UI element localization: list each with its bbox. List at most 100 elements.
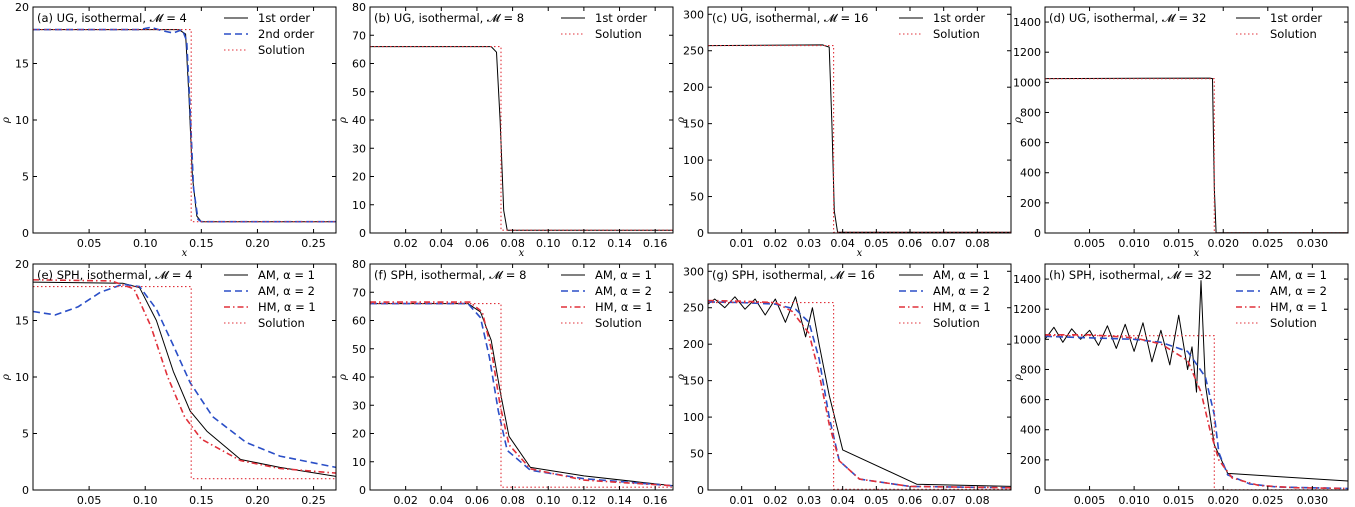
x-tick-label: 0.05 [864, 237, 889, 250]
x-axis-label: x [1194, 248, 1200, 259]
x-tick-label: 0.04 [830, 494, 855, 507]
y-tick-label: 30 [352, 142, 366, 155]
x-tick-label: 0.005 [1074, 494, 1106, 507]
x-tick-label: 0.06 [898, 237, 923, 250]
x-tick-label: 0.16 [643, 494, 668, 507]
y-tick-label: 150 [683, 118, 704, 131]
panel-title: (c) UG, isothermal, 𝓜 = 16 [712, 11, 868, 25]
legend-label-2: AM, α = 2 [1270, 284, 1327, 298]
x-tick-label: 0.25 [301, 237, 326, 250]
legend-label-4: Solution [933, 316, 980, 330]
x-tick-label: 0.05 [77, 494, 102, 507]
y-tick-label: 0 [1034, 227, 1041, 240]
y-tick-label: 80 [352, 258, 366, 271]
y-tick-label: 800 [1020, 363, 1041, 376]
x-tick-label: 0.02 [393, 494, 418, 507]
x-tick-label: 0.015 [1163, 494, 1195, 507]
series-line-2 [370, 302, 673, 487]
legend-label-1: 1st order [595, 11, 647, 25]
y-tick-label: 20 [352, 171, 366, 184]
x-tick-label: 0.14 [607, 494, 632, 507]
series-group [1045, 77, 1348, 233]
x-tick-label: 0.02 [393, 237, 418, 250]
y-tick-label: 50 [690, 448, 704, 461]
y-tick-label: 0 [359, 227, 366, 240]
x-tick-label: 0.20 [245, 494, 270, 507]
y-axis-label: ρ [676, 374, 687, 381]
x-tick-label: 0.07 [931, 237, 956, 250]
chart-panel: 0 10 20 30 40 50 60 70 80 0.02 0.04 0.06 0.08 0.10 0.1… [338, 1, 674, 259]
x-tick-label: 0.10 [133, 237, 158, 250]
x-tick-label: 0.25 [301, 494, 326, 507]
legend-label-2: 2nd order [258, 27, 314, 41]
x-tick-label: 0.05 [864, 494, 889, 507]
legend-label-3: Solution [258, 43, 305, 57]
x-tick-label: 0.10 [133, 494, 158, 507]
plot-frame [1044, 263, 1349, 491]
legend-label-1: AM, α = 1 [1270, 268, 1327, 282]
x-tick-label: 0.06 [898, 494, 923, 507]
y-tick-label: 300 [683, 8, 704, 21]
chart-panel: 0 200 400 600 800 1000 1200 1400 0.005 0.010 0.015… [1013, 263, 1349, 507]
y-tick-label: 200 [683, 81, 704, 94]
y-tick-label: 150 [683, 375, 704, 388]
x-tick-label: 0.08 [500, 494, 525, 507]
y-tick-label: 50 [352, 86, 366, 99]
x-axis-label: x [519, 505, 525, 507]
y-tick-label: 40 [352, 371, 366, 384]
legend-label-4: Solution [595, 316, 642, 330]
legend-label-2: Solution [933, 27, 980, 41]
x-tick-label: 0.015 [1163, 237, 1195, 250]
x-tick-label: 0.08 [965, 494, 990, 507]
legend-label-1: AM, α = 1 [258, 268, 315, 282]
y-axis-label: ρ [1013, 117, 1024, 124]
y-tick-label: 10 [15, 371, 29, 384]
x-tick-label: 0.010 [1118, 494, 1150, 507]
x-tick-label: 0.02 [763, 494, 788, 507]
x-tick-label: 0.06 [465, 494, 490, 507]
y-tick-label: 300 [683, 265, 704, 278]
y-tick-label: 0 [697, 484, 704, 497]
legend-label-2: AM, α = 2 [595, 284, 652, 298]
legend-label-1: 1st order [1270, 11, 1322, 25]
panel-title: (f) SPH, isothermal, 𝓜 = 8 [374, 268, 526, 282]
y-tick-label: 0 [22, 227, 29, 240]
y-tick-label: 0 [697, 227, 704, 240]
legend-label-4: Solution [1270, 316, 1317, 330]
y-axis-label: ρ [676, 117, 687, 124]
panel-title: (g) SPH, isothermal, 𝓜 = 16 [712, 268, 875, 282]
legend-label-1: AM, α = 1 [933, 268, 990, 282]
x-tick-label: 0.020 [1207, 237, 1239, 250]
y-tick-label: 50 [352, 343, 366, 356]
y-tick-label: 1400 [1013, 273, 1041, 286]
chart-panel: 0 50 100 150 200 250 300 0.01 0.02 0.03 0.04 0.05 0.… [676, 6, 1012, 259]
x-axis-label: x [1194, 505, 1200, 507]
y-tick-label: 400 [1020, 167, 1041, 180]
y-tick-label: 0 [1034, 484, 1041, 497]
x-tick-label: 0.030 [1297, 237, 1329, 250]
y-tick-label: 10 [352, 456, 366, 469]
y-tick-label: 80 [352, 1, 366, 14]
x-tick-label: 0.01 [729, 494, 754, 507]
series-line-1 [1045, 77, 1348, 233]
chart-panel: 0 50 100 150 200 250 300 0.01 0.02 0.03 0.04 0.05 0.… [676, 263, 1012, 507]
x-axis-label: x [857, 505, 863, 507]
x-tick-label: 0.16 [643, 237, 668, 250]
y-axis-label: ρ [1013, 374, 1024, 381]
panel-title: (h) SPH, isothermal, 𝓜 = 32 [1049, 268, 1212, 282]
plot-frame [707, 6, 1012, 234]
x-tick-label: 0.005 [1074, 237, 1106, 250]
x-axis-label: x [857, 248, 863, 259]
series-group [33, 26, 336, 223]
x-tick-label: 0.05 [77, 237, 102, 250]
series-group [1045, 280, 1348, 490]
panel-title: (b) UG, isothermal, 𝓜 = 8 [374, 11, 524, 25]
y-tick-label: 1200 [1013, 46, 1041, 59]
chart-panel: 0 5 10 15 20 0.05 0.10 0.15 0.20 0.25 x ρ (e) SPH, i… [1, 258, 337, 507]
legend-label-1: 1st order [258, 11, 310, 25]
y-tick-label: 60 [352, 58, 366, 71]
series-line-3 [370, 301, 673, 487]
y-tick-label: 20 [15, 258, 29, 271]
y-tick-label: 15 [15, 58, 29, 71]
